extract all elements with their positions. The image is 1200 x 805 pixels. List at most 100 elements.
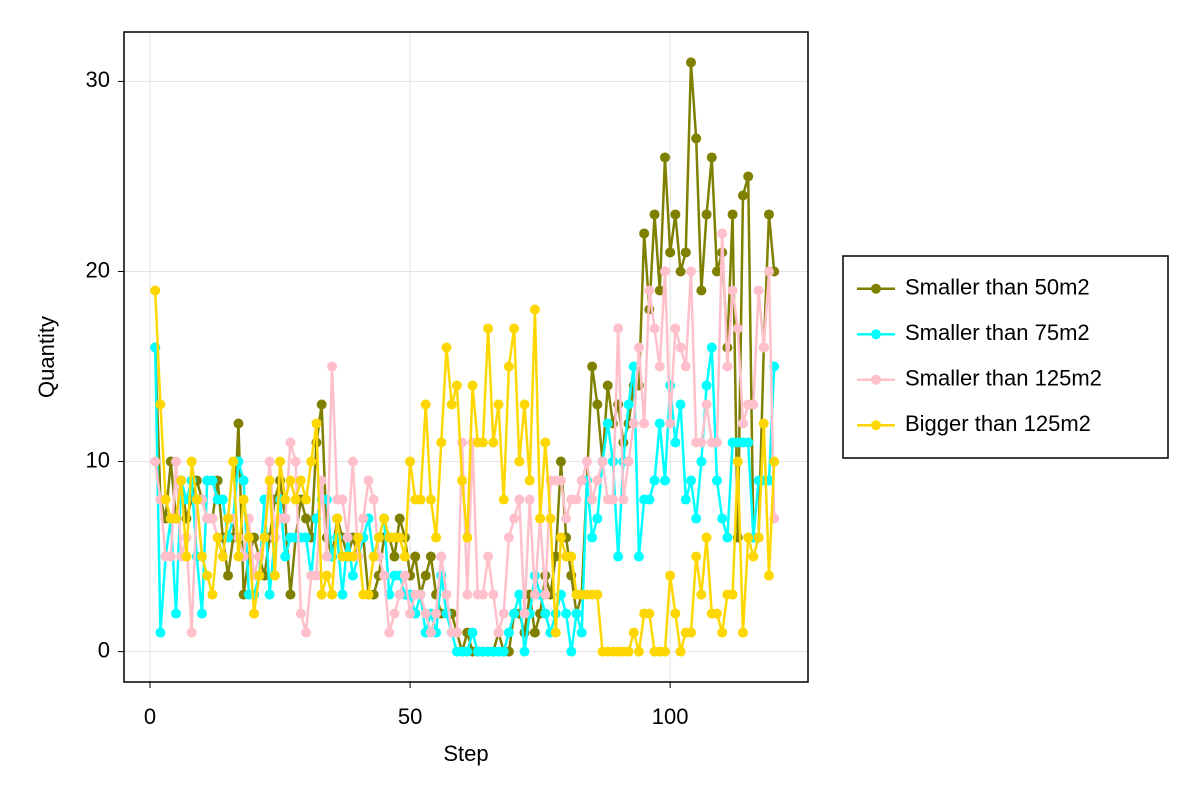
data-point xyxy=(644,494,655,505)
data-point xyxy=(670,608,681,619)
data-point xyxy=(769,456,780,467)
data-point xyxy=(607,494,618,505)
legend-label: Smaller than 75m2 xyxy=(905,320,1090,345)
legend-marker xyxy=(871,374,881,385)
data-point xyxy=(685,627,696,638)
data-point xyxy=(431,608,442,619)
data-point xyxy=(368,494,379,505)
data-point xyxy=(514,589,525,600)
data-point xyxy=(581,456,592,467)
data-point xyxy=(509,608,520,619)
data-point xyxy=(493,627,504,638)
data-point xyxy=(301,627,312,638)
data-point xyxy=(519,399,530,410)
series-line xyxy=(153,290,776,653)
data-point xyxy=(644,285,655,296)
data-point xyxy=(639,228,650,239)
data-point xyxy=(529,304,540,315)
data-point xyxy=(566,551,577,562)
data-point xyxy=(389,608,400,619)
data-point xyxy=(748,551,759,562)
data-point xyxy=(488,437,499,448)
data-point xyxy=(514,494,525,505)
data-point xyxy=(347,551,358,562)
data-point xyxy=(503,361,514,372)
data-point xyxy=(763,209,774,220)
data-point xyxy=(254,570,265,581)
data-point xyxy=(358,513,369,524)
y-tick-label: 10 xyxy=(86,447,110,472)
data-point xyxy=(477,437,488,448)
data-point xyxy=(737,627,748,638)
data-point xyxy=(555,475,566,486)
data-point xyxy=(711,437,722,448)
data-point xyxy=(191,494,202,505)
data-point xyxy=(654,285,665,296)
data-point xyxy=(576,627,587,638)
data-point xyxy=(379,513,390,524)
data-point xyxy=(160,494,171,505)
data-point xyxy=(275,456,286,467)
data-point xyxy=(363,589,374,600)
data-point xyxy=(457,475,468,486)
data-point xyxy=(706,342,717,353)
data-point xyxy=(394,513,405,524)
data-point xyxy=(732,323,743,334)
data-point xyxy=(405,608,416,619)
data-point xyxy=(529,589,540,600)
data-point xyxy=(675,342,686,353)
data-point xyxy=(176,475,187,486)
data-point xyxy=(696,285,707,296)
data-point xyxy=(410,551,421,562)
data-point xyxy=(711,608,722,619)
data-point xyxy=(743,532,754,543)
data-point xyxy=(379,570,390,581)
x-tick-label: 0 xyxy=(144,704,156,729)
data-point xyxy=(394,589,405,600)
data-point xyxy=(623,456,634,467)
data-point xyxy=(587,532,598,543)
data-point xyxy=(280,494,291,505)
data-point xyxy=(285,475,296,486)
data-point xyxy=(675,646,686,657)
data-point xyxy=(613,551,624,562)
data-point xyxy=(753,532,764,543)
data-point xyxy=(498,646,509,657)
data-point xyxy=(186,627,197,638)
data-point xyxy=(592,475,603,486)
data-point xyxy=(441,589,452,600)
data-point xyxy=(301,532,312,543)
x-tick-label: 50 xyxy=(398,704,422,729)
data-point xyxy=(519,646,530,657)
data-point xyxy=(420,570,431,581)
data-point xyxy=(509,323,520,334)
data-point xyxy=(727,209,738,220)
data-point xyxy=(301,513,312,524)
data-point xyxy=(311,418,322,429)
data-point xyxy=(420,399,431,410)
data-point xyxy=(696,456,707,467)
data-point xyxy=(295,475,306,486)
data-point xyxy=(685,266,696,277)
data-point xyxy=(592,399,603,410)
data-point xyxy=(425,627,436,638)
data-point xyxy=(425,551,436,562)
data-point xyxy=(509,513,520,524)
data-point xyxy=(737,418,748,429)
data-point xyxy=(613,323,624,334)
data-point xyxy=(571,494,582,505)
data-point xyxy=(150,285,161,296)
data-point xyxy=(618,494,629,505)
data-point xyxy=(290,494,301,505)
data-point xyxy=(207,513,218,524)
data-point xyxy=(743,437,754,448)
data-point xyxy=(639,418,650,429)
data-point xyxy=(462,589,473,600)
data-point xyxy=(217,494,228,505)
data-point xyxy=(321,551,332,562)
data-point xyxy=(197,608,208,619)
data-point xyxy=(327,589,338,600)
legend-marker xyxy=(871,329,881,340)
data-point xyxy=(233,551,244,562)
data-point xyxy=(701,380,712,391)
